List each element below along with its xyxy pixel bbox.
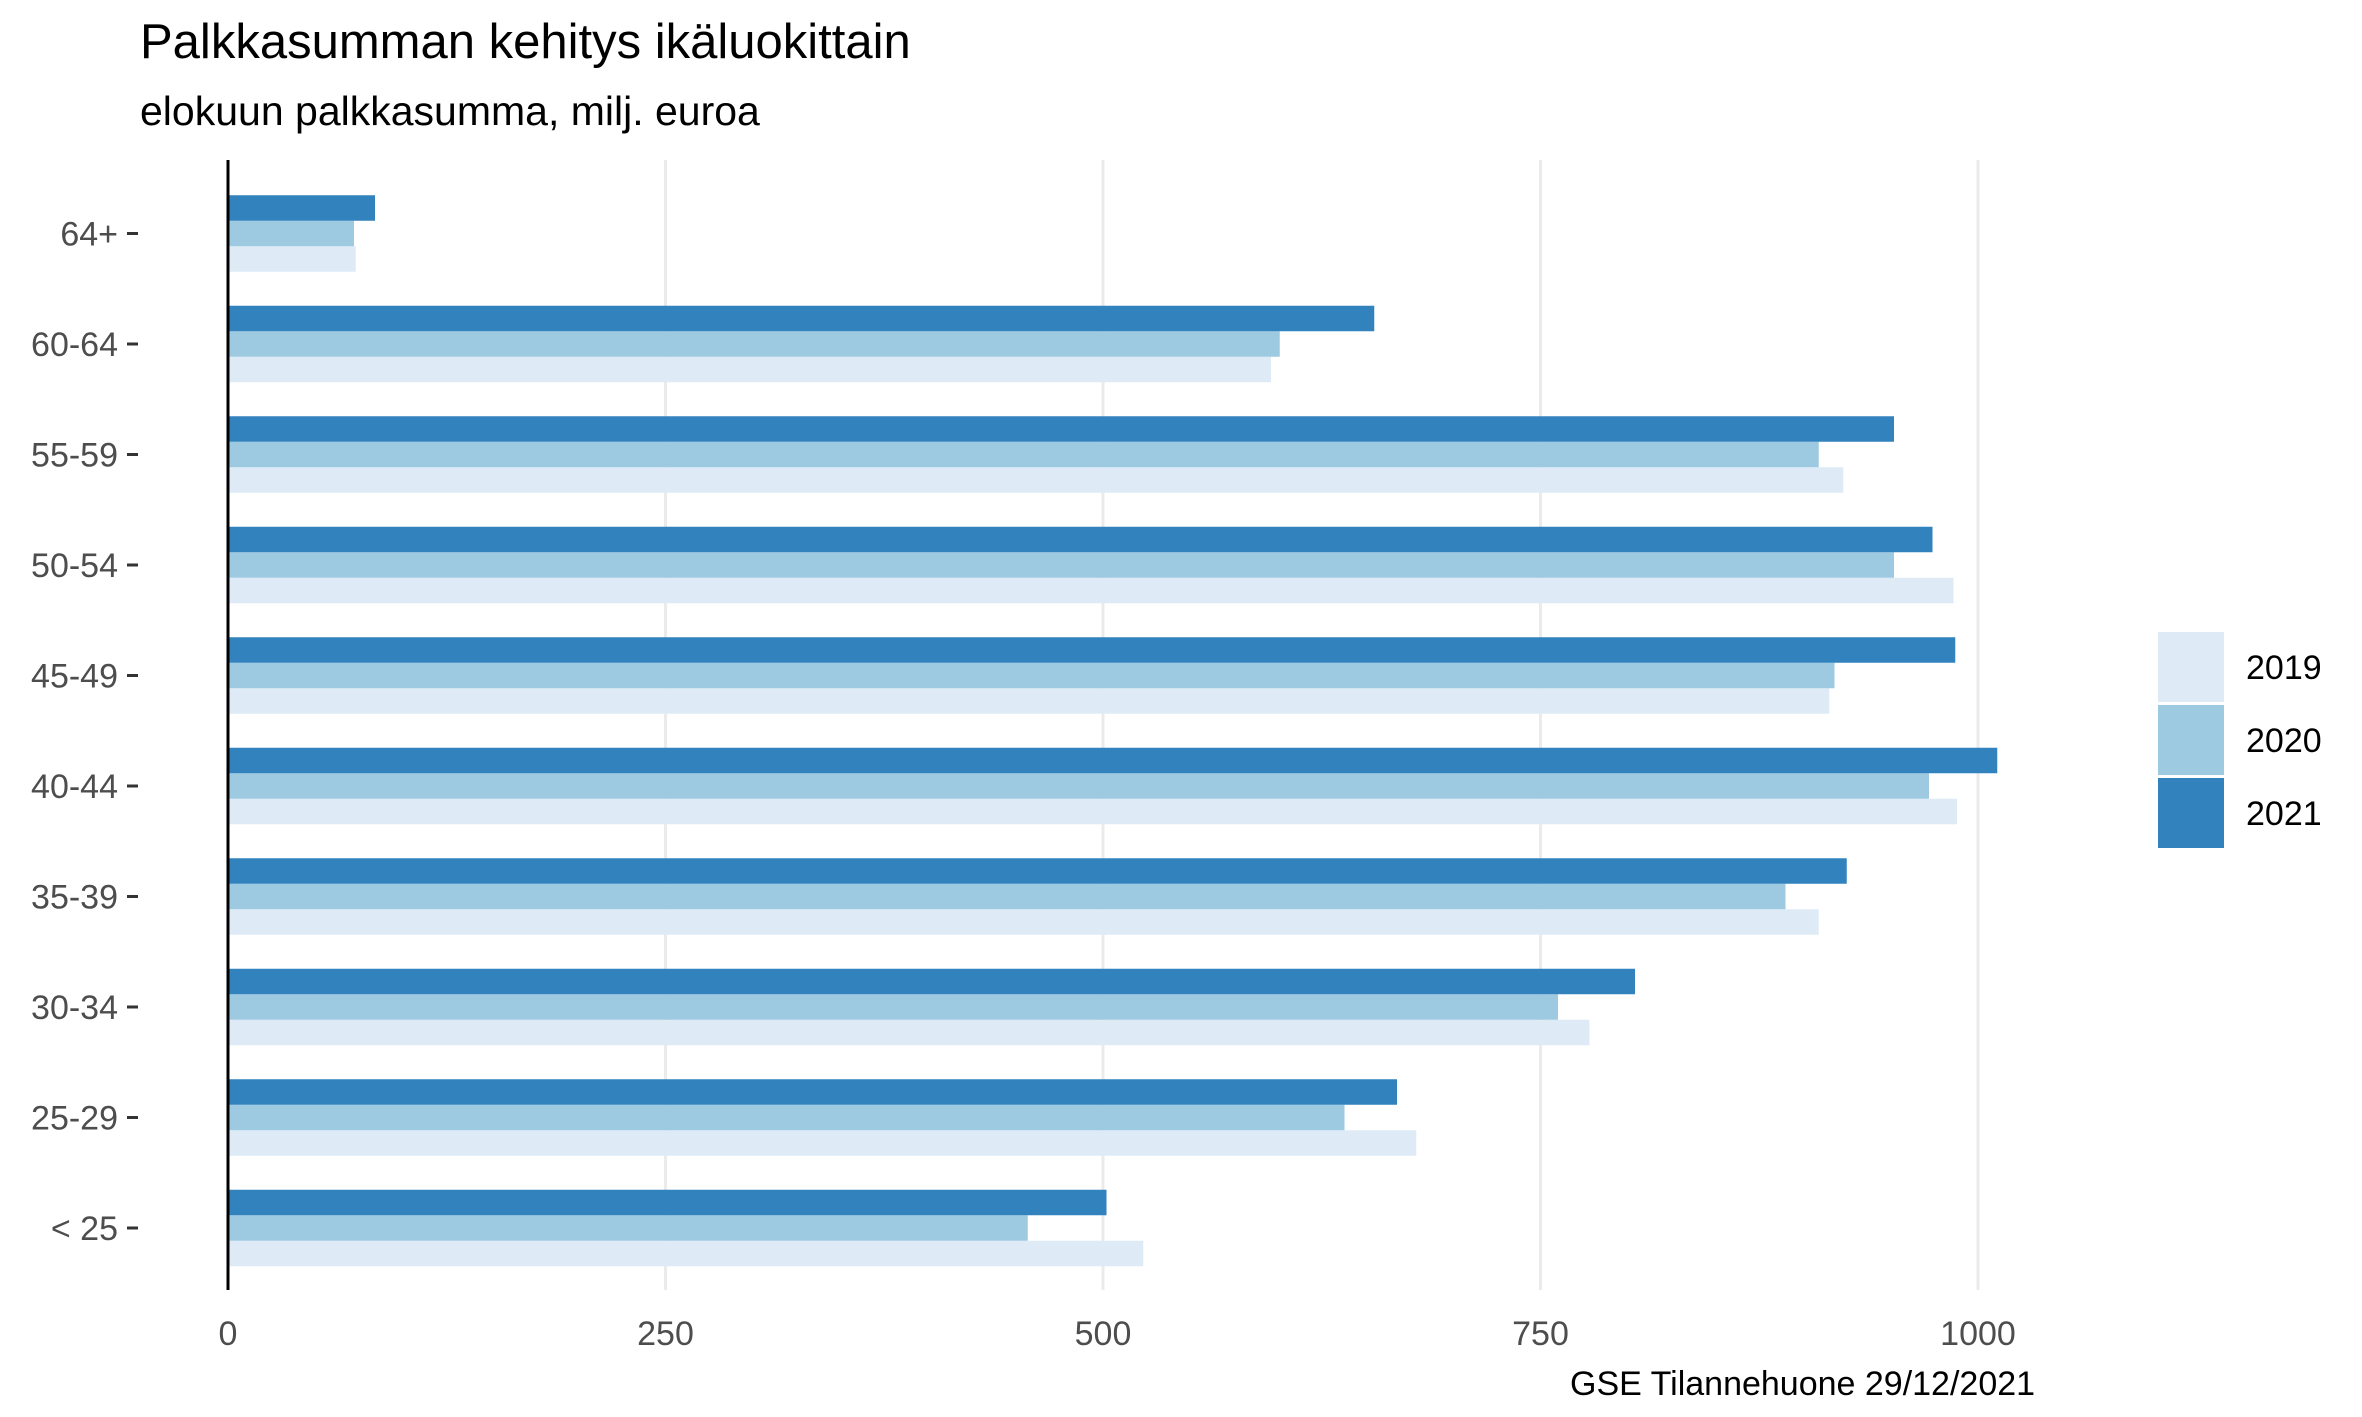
y-tick-label: 55-59 [31, 437, 118, 475]
legend-key-2020 [2158, 705, 2224, 775]
bar-2021 [228, 747, 1998, 774]
chart-caption: GSE Tilannehuone 29/12/2021 [1570, 1365, 2036, 1403]
bar-2020 [228, 1104, 1345, 1131]
bar-2021 [228, 858, 1847, 884]
bar-2021 [228, 526, 1933, 553]
bar-2020 [228, 441, 1819, 468]
chart-title: Palkkasumman kehitys ikäluokittain [140, 15, 911, 69]
bar-2019 [228, 688, 1830, 714]
bar-2019 [228, 577, 1954, 604]
y-tick-label: 50-54 [31, 547, 118, 585]
legend-label: 2019 [2246, 649, 2322, 687]
x-tick-label: 500 [1075, 1315, 1132, 1353]
bar-2021 [228, 637, 1956, 663]
y-tick-label: 45-49 [31, 658, 118, 696]
bar-2019 [228, 909, 1819, 935]
chart-subtitle: elokuun palkkasumma, milj. euroa [140, 88, 760, 134]
bar-2021 [228, 195, 375, 221]
bar-2021 [228, 968, 1635, 995]
y-tick-label: < 25 [51, 1210, 118, 1248]
bar-2019 [228, 467, 1844, 493]
y-tick-label: 64+ [60, 216, 118, 254]
bar-2019 [228, 356, 1271, 383]
bar-2021 [228, 1079, 1397, 1105]
y-tick-label: 60-64 [31, 326, 118, 364]
x-tick-label: 0 [219, 1315, 238, 1353]
bar-2019 [228, 1019, 1590, 1046]
bar-2020 [228, 773, 1929, 799]
y-tick-label: 40-44 [31, 768, 118, 806]
legend-key-2019 [2158, 632, 2224, 702]
bar-2020 [228, 552, 1894, 578]
bar-2020 [228, 1215, 1028, 1241]
bar-2020 [228, 220, 354, 247]
legend-label: 2020 [2246, 722, 2322, 760]
bar-2020 [228, 994, 1558, 1020]
x-tick-label: 1000 [1940, 1315, 2016, 1353]
bar-2019 [228, 798, 1957, 825]
y-tick-label: 30-34 [31, 989, 118, 1027]
bar-2020 [228, 662, 1835, 689]
bar-2020 [228, 331, 1280, 357]
y-tick-label: 35-39 [31, 879, 118, 917]
x-tick-label: 250 [637, 1315, 694, 1353]
bar-2021 [228, 416, 1894, 442]
y-tick-label: 25-29 [31, 1100, 118, 1138]
bar-2021 [228, 305, 1375, 332]
legend-key-2021 [2158, 778, 2224, 848]
bar-2021 [228, 1189, 1107, 1216]
bar-2019 [228, 1240, 1144, 1267]
legend-label: 2021 [2246, 795, 2322, 833]
bar-2019 [228, 1130, 1417, 1156]
bar-2019 [228, 246, 356, 272]
x-tick-label: 750 [1512, 1315, 1569, 1353]
bar-2020 [228, 883, 1786, 910]
